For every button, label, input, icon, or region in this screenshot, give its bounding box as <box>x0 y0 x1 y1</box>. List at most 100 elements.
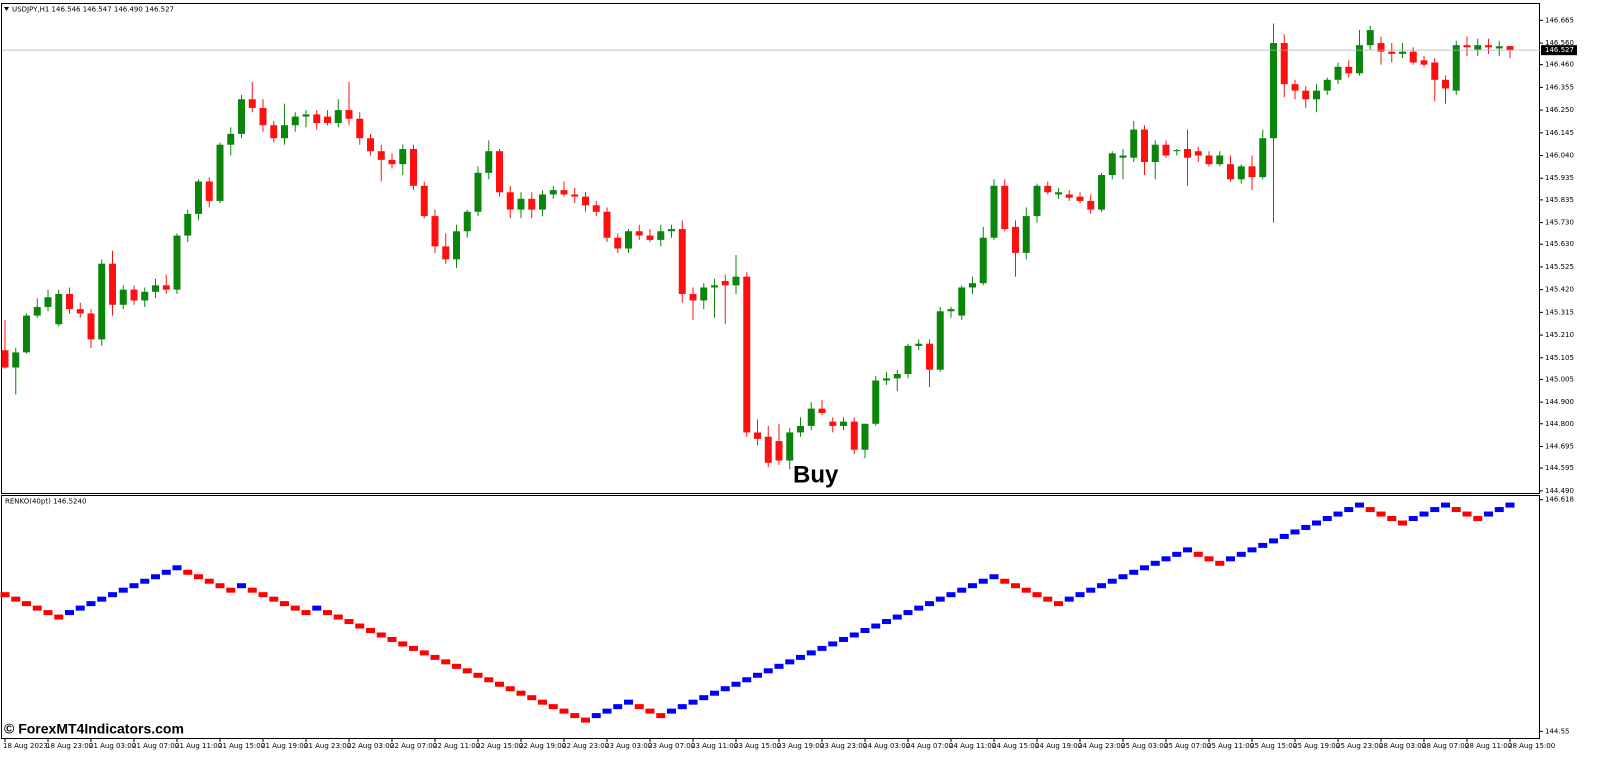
y-tick-label: 145.730 <box>1545 219 1574 227</box>
candle-body <box>861 423 869 450</box>
renko-brick <box>1365 507 1375 513</box>
candle-body <box>302 114 310 117</box>
renko-brick <box>538 699 547 705</box>
candle-body <box>872 380 880 424</box>
candle-body <box>818 408 826 413</box>
y-tick-label: 145.005 <box>1545 375 1574 383</box>
candle-body <box>87 313 95 340</box>
renko-brick <box>323 610 332 616</box>
renko-brick <box>817 645 827 651</box>
renko-brick <box>892 614 902 620</box>
candle-body <box>904 345 912 375</box>
renko-brick <box>312 605 322 611</box>
candle-body <box>775 441 783 461</box>
renko-brick <box>581 717 590 723</box>
candle-body <box>625 231 632 249</box>
candle-body <box>517 198 525 210</box>
renko-brick <box>86 601 96 607</box>
x-tick-label: 21 Aug 19:00 <box>261 742 308 750</box>
candle-body <box>549 190 557 195</box>
candle-body <box>990 185 998 238</box>
renko-brick <box>624 699 633 705</box>
renko-brick <box>1183 547 1192 553</box>
renko-brick <box>656 713 666 719</box>
candle-body <box>324 116 331 124</box>
renko-brick <box>409 645 418 651</box>
x-tick-label: 23 Aug 19:00 <box>777 742 824 750</box>
x-tick-label: 28 Aug 03:00 <box>1379 742 1426 750</box>
candle-body <box>410 149 417 186</box>
candle-body <box>1495 46 1503 49</box>
renko-brick <box>1355 502 1364 508</box>
renko-brick <box>376 632 386 638</box>
candle-body <box>431 216 439 247</box>
renko-brick <box>1140 565 1149 571</box>
renko-brick <box>75 605 85 611</box>
candle-body <box>356 118 364 139</box>
renko-brick <box>430 654 440 660</box>
candle-body <box>442 246 450 260</box>
candle-body <box>1248 166 1256 178</box>
candle-body <box>979 237 987 284</box>
candle-body <box>334 110 342 124</box>
candle-body <box>743 276 751 433</box>
x-tick-label: 22 Aug 07:00 <box>390 742 437 750</box>
candle-body <box>44 297 52 307</box>
renko-brick <box>1236 551 1246 557</box>
renko-brick <box>366 627 375 633</box>
renko-brick <box>1021 587 1031 593</box>
renko-brick <box>1290 529 1300 535</box>
renko-brick <box>1419 511 1429 517</box>
renko-brick <box>1301 524 1311 530</box>
renko-brick <box>495 681 504 687</box>
renko-brick <box>1172 551 1182 557</box>
renko-brick <box>882 619 891 625</box>
renko-brick <box>849 632 859 638</box>
renko-brick <box>269 596 279 602</box>
renko-brick <box>935 596 945 602</box>
renko-brick <box>1097 583 1106 589</box>
y-tick-label: 146.145 <box>1545 129 1574 137</box>
candle-body <box>1302 90 1310 100</box>
renko-brick <box>806 650 816 656</box>
renko-brick <box>1086 587 1096 593</box>
y-tick-label: 146.618 <box>1545 496 1574 504</box>
renko-brick <box>1226 556 1235 562</box>
candle-body <box>1065 194 1073 198</box>
x-tick-label: 25 Aug 19:00 <box>1293 742 1340 750</box>
renko-brick <box>1107 578 1117 584</box>
renko-brick <box>183 569 193 575</box>
candle-body <box>420 185 428 217</box>
y-tick-label: 145.420 <box>1545 286 1574 294</box>
renko-brick <box>118 587 128 593</box>
y-tick-label: 146.665 <box>1545 16 1574 24</box>
candle-body <box>936 311 944 370</box>
renko-brick <box>452 663 461 669</box>
y-tick-label: 144.900 <box>1545 398 1574 406</box>
candle-body <box>463 211 471 232</box>
candle-body <box>668 229 675 232</box>
candle-body <box>1334 66 1342 80</box>
y-tick-label: 144.695 <box>1545 442 1574 450</box>
y-tick-label: 145.935 <box>1545 174 1574 182</box>
candle-body <box>109 263 116 305</box>
candle-body <box>270 125 278 139</box>
y-tick-label: 145.835 <box>1545 196 1574 204</box>
candle-body <box>130 289 138 301</box>
candle-body <box>399 149 407 165</box>
renko-brick <box>1505 502 1515 508</box>
candle-body <box>1356 45 1363 74</box>
renko-brick <box>1161 556 1171 562</box>
x-tick-label: 21 Aug 11:00 <box>175 742 222 750</box>
candle-body <box>1076 196 1084 201</box>
renko-brick <box>1118 574 1128 580</box>
x-tick-label: 24 Aug 03:00 <box>863 742 910 750</box>
renko-brick <box>688 699 698 705</box>
symbol-header: USDJPY,H1 146.546 146.547 146.490 146.52… <box>12 6 174 14</box>
x-tick-label: 25 Aug 03:00 <box>1121 742 1168 750</box>
candle-body <box>797 425 804 433</box>
renko-brick <box>333 614 343 620</box>
renko-brick <box>989 574 999 580</box>
candle-body <box>1323 79 1331 91</box>
renko-brick <box>1129 569 1139 575</box>
